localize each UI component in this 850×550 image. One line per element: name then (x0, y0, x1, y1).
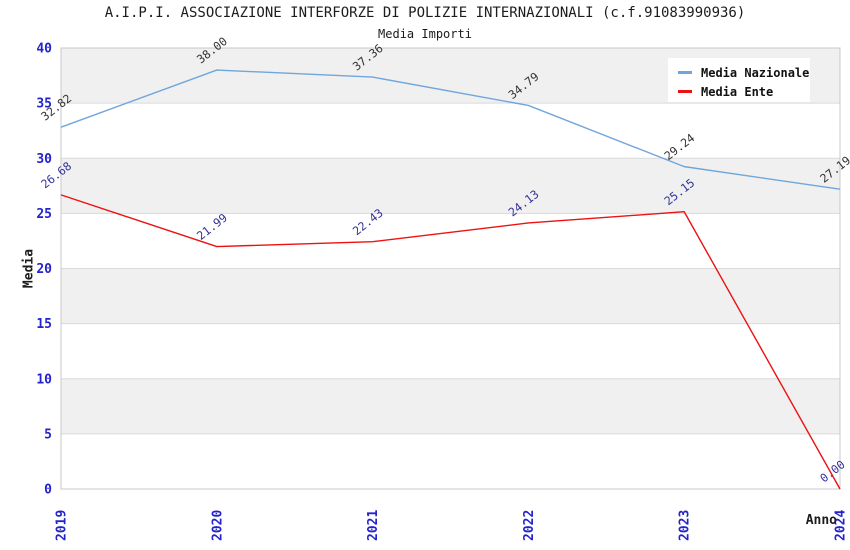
x-tick-label: 2024 (834, 510, 849, 541)
data-point-label: 21.99 (194, 211, 230, 243)
plot-band (61, 268, 840, 324)
y-tick-label: 40 (36, 42, 52, 57)
y-tick-label: 10 (36, 372, 52, 387)
x-tick-label: 2021 (366, 510, 381, 541)
y-tick-label: 25 (36, 207, 52, 222)
data-point-label: 0.00 (817, 457, 848, 485)
media-nazionale-line-swatch (678, 71, 692, 74)
y-tick-label: 15 (36, 317, 52, 332)
y-tick-label: 20 (36, 262, 52, 277)
y-axis-title: Media (21, 248, 37, 289)
legend-item-media-ente: Media Ente (678, 82, 810, 101)
series-line-media-nazionale (60, 69, 841, 190)
x-axis-title: Anno (805, 513, 837, 528)
y-tick-label: 0 (44, 483, 52, 498)
y-tick-label: 35 (36, 97, 52, 112)
chart-subtitle: Media Importi (378, 27, 472, 41)
legend-label-media-ente: Media Ente (701, 84, 774, 99)
y-tick-label: 30 (36, 152, 52, 167)
x-tick-label: 2019 (55, 510, 70, 541)
legend-item-media-nazionale: Media Nazionale (678, 63, 810, 82)
x-tick-label: 2020 (210, 510, 225, 541)
plot-band (61, 378, 840, 434)
legend-label-media-nazionale: Media Nazionale (701, 65, 810, 80)
chart-title: A.I.P.I. ASSOCIAZIONE INTERFORZE DI POLI… (104, 5, 746, 21)
plot-border (60, 47, 841, 490)
y-tick-label: 5 (44, 427, 52, 442)
plot-band (61, 158, 840, 214)
x-tick-label: 2023 (678, 510, 693, 541)
series-line-media-ente (60, 194, 841, 490)
legend: Media Nazionale Media Ente (668, 58, 810, 102)
x-tick-label: 2022 (522, 510, 537, 541)
media-ente-line-swatch (678, 90, 692, 93)
